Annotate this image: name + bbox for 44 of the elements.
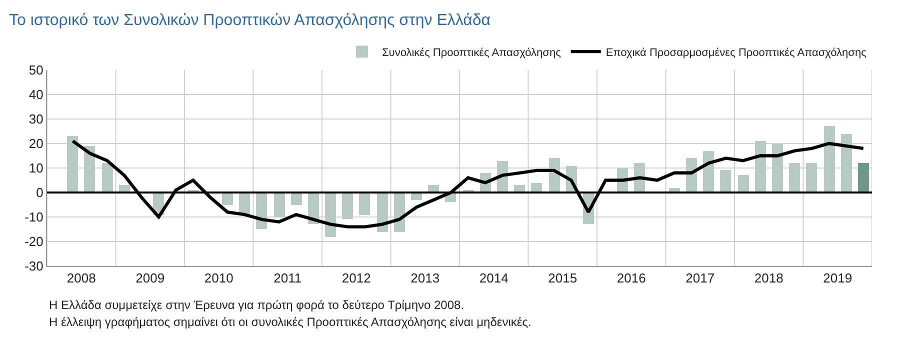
x-tick-label: 2008 — [66, 270, 96, 286]
bar — [102, 163, 113, 193]
x-tick-label: 2010 — [204, 270, 234, 286]
bar — [222, 193, 233, 205]
legend-label: Συνολικές Προοπτικές Απασχόλησης — [382, 46, 561, 59]
y-tick-label: -30 — [24, 258, 44, 274]
bar — [824, 126, 835, 193]
y-tick-label: 10 — [28, 160, 44, 176]
y-tick-label: 50 — [28, 62, 44, 78]
bar — [806, 163, 817, 193]
x-tick-label: 2018 — [754, 270, 784, 286]
x-tick-label: 2017 — [686, 270, 715, 286]
x-tick-label: 2012 — [342, 270, 371, 286]
bar — [720, 170, 731, 193]
bar — [67, 136, 78, 193]
y-tick-label: 0 — [36, 185, 44, 200]
bar — [342, 193, 353, 219]
x-tick-label: 2019 — [823, 270, 852, 286]
bar — [772, 144, 783, 193]
bar — [411, 193, 422, 200]
bar — [359, 193, 370, 215]
x-tick-label: 2013 — [410, 270, 440, 286]
y-tick-label: -10 — [24, 210, 44, 225]
x-tick-label: 2014 — [479, 270, 508, 286]
bar — [841, 134, 852, 193]
bar — [738, 175, 749, 193]
bar — [858, 163, 869, 193]
bar — [291, 193, 302, 205]
text: Η Ελλάδα συμμετείχε στην Έρευνα για πρώτη φορά το δεύτερο Τρίμηνο 2008. — [49, 298, 464, 312]
text: Η έλλειψη γραφήματος σημαίνει ότι οι συνολικές Προοπτικές Απασχόλησης είναι μηδενικές. — [49, 315, 532, 329]
x-tick-label: 2011 — [274, 270, 302, 286]
x-tick-label: 2016 — [616, 270, 646, 286]
y-tick-label: -20 — [24, 234, 44, 250]
bar — [789, 163, 800, 193]
legend-label: Εποχικά Προσαρμοσμένες Προοπτικές Απασχόλησης — [606, 46, 866, 59]
bar — [755, 141, 766, 193]
y-tick-label: 40 — [28, 87, 44, 102]
y-tick-label: 30 — [28, 112, 44, 127]
bar — [274, 193, 285, 217]
y-tick-label: 20 — [28, 136, 44, 152]
chart-title: Το ιστορικό των Συνολικών Προοπτικών Απασχόλησης στην Ελλάδα — [9, 12, 491, 30]
x-tick-label: 2015 — [548, 270, 578, 286]
x-tick-label: 2009 — [136, 270, 165, 286]
bar — [325, 193, 336, 237]
